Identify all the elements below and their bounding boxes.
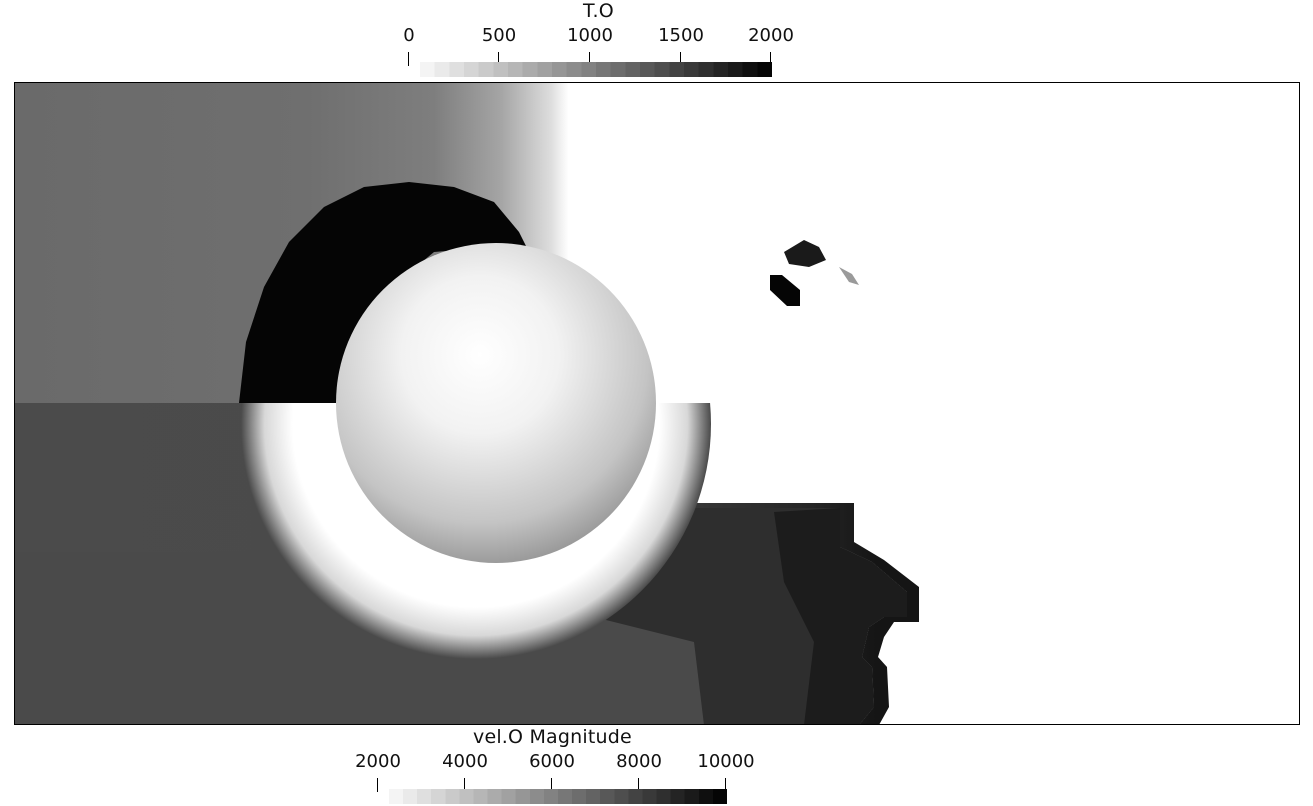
bottom-colorbar-tick-label: 6000 — [529, 751, 575, 772]
top-colorbar-gradient — [420, 62, 772, 77]
top-colorbar-tick-label: 0 — [403, 25, 415, 46]
top-colorbar-tick-mark — [770, 52, 771, 66]
top-colorbar-tick-mark — [408, 52, 409, 66]
top-colorbar-tick-mark — [589, 52, 590, 66]
wake-blob — [770, 275, 800, 306]
bottom-colorbar-tick-label: 10000 — [697, 751, 755, 772]
freestream-region — [659, 403, 1300, 725]
bottom-colorbar-tick-label: 2000 — [355, 751, 401, 772]
render-viewport[interactable] — [14, 82, 1300, 725]
wake-blob — [839, 267, 859, 285]
velocity-field — [774, 508, 907, 725]
bottom-colorbar-tick-mark — [551, 778, 552, 792]
top-colorbar-tick-label: 500 — [481, 25, 517, 46]
top-colorbar-tick-label: 1500 — [658, 25, 704, 46]
bottom-colorbar-gradient — [389, 789, 727, 804]
top-colorbar-tick-mark — [498, 52, 499, 66]
viewport-frame — [14, 82, 1300, 725]
top-colorbar-tick-mark — [680, 52, 681, 66]
bottom-colorbar-tick-mark — [725, 778, 726, 792]
top-colorbar-tick-label: 2000 — [748, 25, 794, 46]
bottom-colorbar-tick-mark — [638, 778, 639, 792]
top-colorbar-title: T.O — [583, 0, 614, 22]
top-colorbar-tick-label: 1000 — [567, 25, 613, 46]
shock-region — [239, 182, 534, 403]
bottom-colorbar-title: vel.O Magnitude — [473, 726, 632, 748]
wake-blob — [784, 240, 826, 267]
bottom-colorbar-tick-mark — [377, 778, 378, 792]
sphere[interactable] — [336, 243, 656, 563]
bottom-colorbar-tick-mark — [464, 778, 465, 792]
bottom-colorbar-tick-label: 4000 — [442, 751, 488, 772]
bottom-colorbar-tick-label: 8000 — [616, 751, 662, 772]
